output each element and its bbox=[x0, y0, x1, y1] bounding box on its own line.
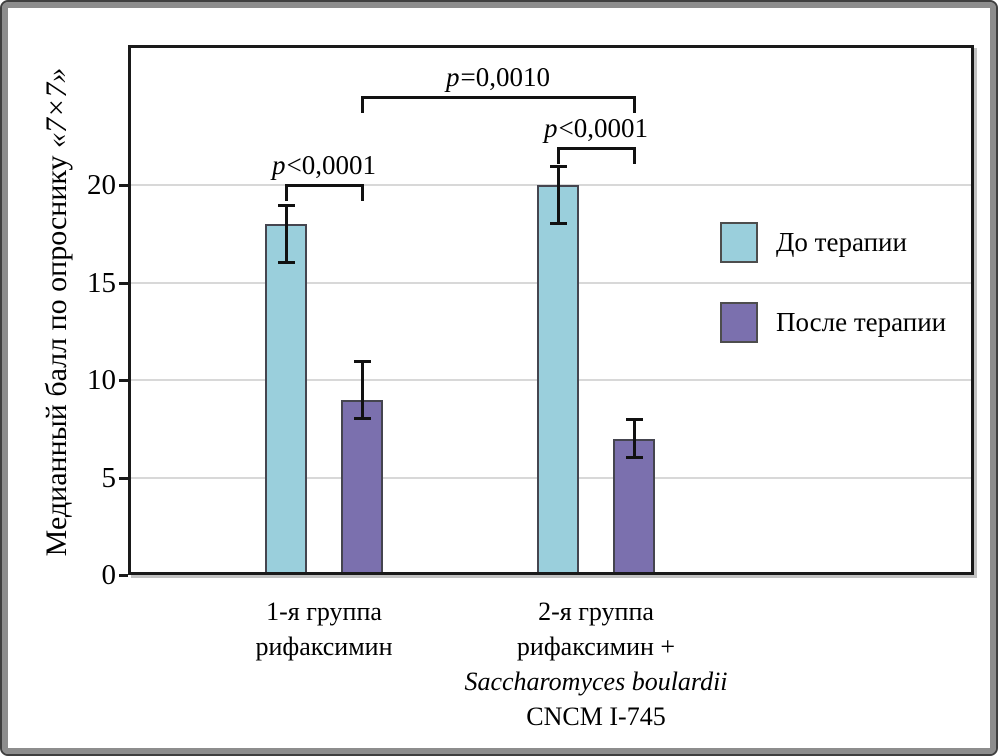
error-bar-line-g2s1 bbox=[556, 165, 560, 224]
p-value-within-group1-label: p<0,0001 bbox=[272, 150, 376, 180]
error-bar-cap-top-g1s1 bbox=[277, 203, 295, 207]
y-tick-mark-10 bbox=[119, 379, 128, 382]
x-label-group2-line1: 2-я группа bbox=[538, 597, 654, 626]
legend-label-before-therapy: До терапии bbox=[776, 227, 907, 257]
y-tick-label-20: 20 bbox=[87, 169, 116, 201]
x-label-group1-line1: 1-я группа bbox=[266, 597, 382, 626]
error-bar-cap-top-g2s2 bbox=[625, 418, 643, 421]
legend-swatch-before-therapy bbox=[720, 222, 758, 263]
y-tick-label-5: 5 bbox=[101, 461, 117, 494]
legend-label-after-therapy: После терапии bbox=[776, 307, 947, 337]
y-tick-mark-20 bbox=[119, 184, 128, 187]
error-bar-line-g2s2 bbox=[632, 419, 636, 458]
y-axis-title: Медианный балл по опроснику «7×7» bbox=[38, 32, 76, 592]
plot-area: p<0,0001 p<0,0001 p=0,0010 bbox=[128, 45, 974, 575]
bar-group2-before bbox=[537, 185, 579, 575]
error-bar-cap-top-g1s2 bbox=[353, 359, 371, 363]
error-bar-cap-top-g2s1 bbox=[549, 164, 567, 168]
error-bar-line-g1s1 bbox=[284, 204, 288, 263]
x-label-group1: 1-я группа рифаксимин bbox=[144, 594, 504, 664]
p-value-within-group1-bracket bbox=[284, 184, 364, 201]
y-tick-mark-0 bbox=[119, 574, 128, 577]
y-axis-title-quote: «7×7» bbox=[40, 67, 73, 148]
p-value-within-group2-label: p<0,0001 bbox=[544, 113, 648, 143]
y-tick-label-15: 15 bbox=[87, 266, 116, 299]
p-value-between-groups-bracket bbox=[360, 96, 636, 113]
p-value-within-group2-bracket bbox=[556, 147, 636, 164]
y-tick-label-0: 0 bbox=[101, 559, 117, 591]
error-bar-cap-bottom-g1s2 bbox=[353, 417, 371, 420]
error-bar-cap-bottom-g2s2 bbox=[625, 456, 643, 459]
error-bar-line-g1s2 bbox=[360, 360, 364, 419]
error-bar-cap-bottom-g2s1 bbox=[549, 222, 567, 225]
legend-item-before-therapy: До терапии bbox=[720, 222, 907, 263]
x-label-group2-line4: CNCM I-745 bbox=[526, 702, 666, 731]
y-tick-mark-15 bbox=[119, 281, 128, 285]
x-label-group2-line2: рифаксимин + bbox=[516, 632, 676, 661]
chart-canvas: Медианный балл по опроснику «7×7» 0 5 10 15… bbox=[10, 10, 988, 746]
y-tick-label-10: 10 bbox=[87, 364, 116, 396]
bar-group1-before bbox=[265, 224, 307, 575]
x-label-group2: 2-я группа рифаксимин + Saccharomyces bo… bbox=[416, 594, 776, 734]
y-axis-title-text: Медианный балл по опроснику bbox=[40, 147, 73, 557]
y-tick-mark-5 bbox=[119, 476, 128, 480]
error-bar-cap-bottom-g1s1 bbox=[277, 261, 295, 264]
p-value-between-groups-label: p=0,0010 bbox=[446, 62, 550, 92]
legend-swatch-after-therapy bbox=[720, 302, 758, 343]
x-label-group1-line2: рифаксимин bbox=[255, 632, 393, 661]
bar-group1-after bbox=[341, 399, 383, 575]
x-label-group2-line3: Saccharomyces boulardii bbox=[464, 667, 728, 696]
legend-item-after-therapy: После терапии bbox=[720, 302, 946, 343]
